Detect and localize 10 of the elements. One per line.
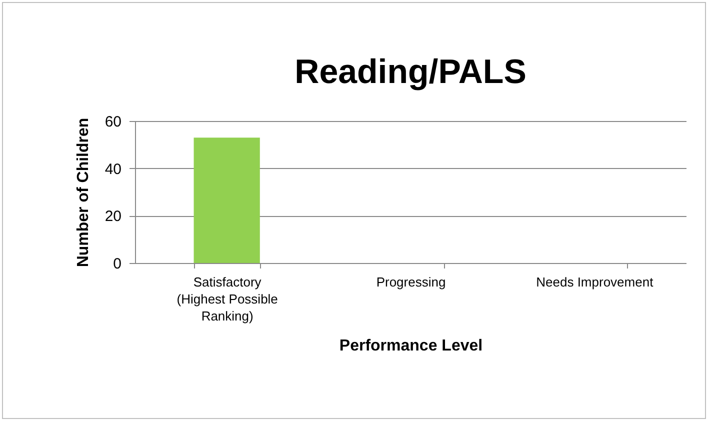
x-tick-label: Progressing <box>376 274 446 290</box>
y-tick-label: 0 <box>113 256 122 272</box>
y-axis-title: Number of Children <box>74 118 92 268</box>
y-tick-label: 20 <box>104 208 122 226</box>
x-tick-label: Satisfactory (Highest Possible Ranking) <box>176 274 278 324</box>
x-tick-label: Needs Improvement <box>536 274 654 290</box>
x-axis-title: Performance Level <box>339 338 483 354</box>
y-tick-label: 40 <box>104 160 122 178</box>
y-tick-label: 60 <box>104 114 122 130</box>
chart-title: Reading/PALS <box>294 53 526 91</box>
